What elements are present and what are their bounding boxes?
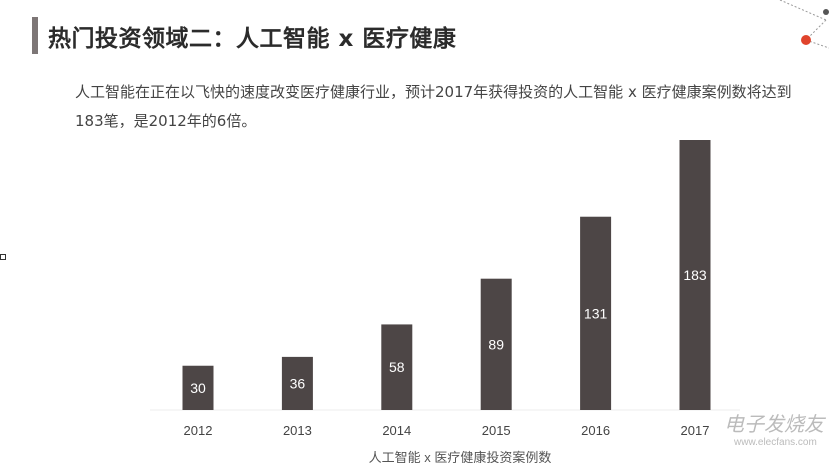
bar-2016 <box>580 216 612 410</box>
decor-dot-icon <box>823 9 829 15</box>
watermark: 电子发烧友 www.elecfans.com <box>716 408 824 448</box>
x-tick-2013: 2013 <box>283 423 312 438</box>
data-label-2012: 30 <box>190 380 206 396</box>
bar-2013 <box>281 356 313 410</box>
x-tick-2012: 2012 <box>184 423 213 438</box>
decor-line <box>779 0 827 21</box>
x-tick-2016: 2016 <box>581 423 610 438</box>
watermark-url: www.elecfans.com <box>734 437 817 448</box>
description: 人工智能在正在以飞快的速度改变医疗健康行业，预计2017年获得投资的人工智能 x… <box>75 83 792 130</box>
bar-2015 <box>480 278 512 410</box>
selection-handle <box>0 254 6 260</box>
data-label-2017: 183 <box>683 267 707 283</box>
watermark-logo: 电子发烧友 <box>724 414 824 436</box>
title-accent-bar <box>32 17 38 54</box>
data-label-2014: 58 <box>389 359 405 375</box>
x-tick-2017: 2017 <box>681 423 710 438</box>
bar-2017 <box>679 140 711 410</box>
decor-line <box>805 19 827 41</box>
page-title: 热门投资领域二：人工智能 x 医疗健康 <box>48 26 457 52</box>
x-tick-2014: 2014 <box>382 423 411 438</box>
data-label-2013: 36 <box>290 375 306 391</box>
bar-2014 <box>381 324 413 410</box>
x-axis-label: 人工智能 x 医疗健康投资案例数 <box>369 450 552 463</box>
data-label-2016: 131 <box>584 305 608 321</box>
decor-dot-icon <box>801 35 811 45</box>
data-label-2015: 89 <box>488 336 504 352</box>
bar-2012 <box>182 365 214 410</box>
x-tick-2015: 2015 <box>482 423 511 438</box>
